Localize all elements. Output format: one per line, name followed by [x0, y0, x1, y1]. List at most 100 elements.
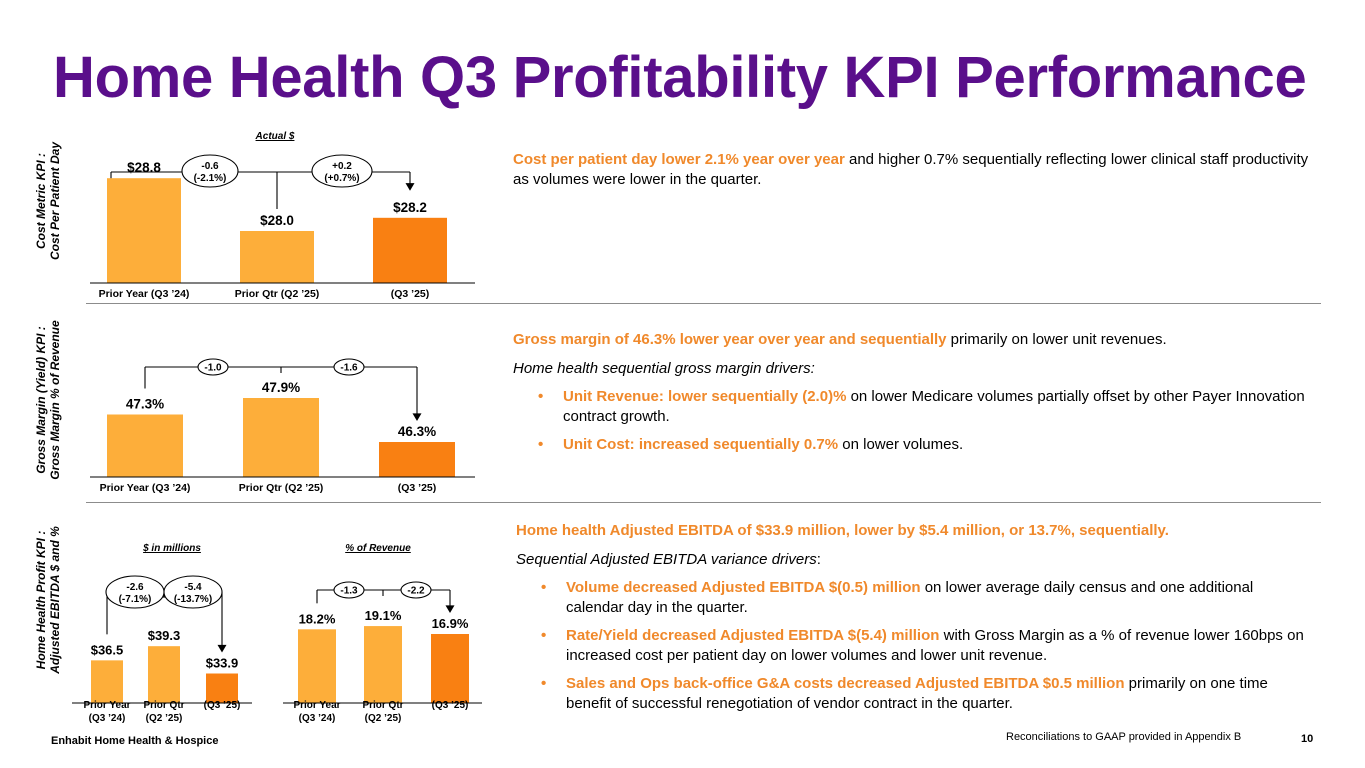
- ebitda-bar: [206, 673, 238, 703]
- ebitda-side-title: Home Health Profit KPI : Adjusted EBITDA …: [34, 526, 62, 675]
- ebitda-bullet-highlight: Volume decreased Adjusted EBITDA $(0.5) …: [566, 579, 921, 596]
- ebitda-bullet-highlight: Sales and Ops back-office G&A costs decr…: [566, 675, 1125, 692]
- cost-side-title: Cost Metric KPI : Cost Per Patient Day: [34, 141, 62, 260]
- ebitda_pct-bar: [431, 634, 469, 703]
- cost-body: and higher 0.7% sequentially reflecting …: [513, 151, 1309, 188]
- margin-bullet-highlight: Unit Cost: increased sequentially 0.7%: [563, 436, 839, 453]
- ebitda-bullet: • Volume decreased Adjusted EBITDA $(0.5)…: [516, 578, 1306, 617]
- margin-category-label: Prior Year (Q3 ’24): [100, 482, 191, 494]
- margin-bridge-oval: [333, 358, 365, 376]
- cost-highlight: Cost per patient day lower 2.1% year ove…: [513, 151, 845, 168]
- cost-category-label: Prior Year (Q3 ’24): [99, 288, 190, 300]
- ebitda-category-label: (Q3 ’25): [204, 700, 241, 711]
- margin-bar: [379, 442, 455, 477]
- cost-bar: [240, 231, 314, 283]
- ebitda_pct-bridge-arrow: [445, 605, 455, 613]
- cost-bar: [373, 217, 447, 283]
- margin-subheading: Home health sequential gross margin driv…: [513, 359, 815, 377]
- ebitda_pct-category-label: (Q3 ’25): [432, 700, 469, 711]
- cost-bridge-delta: -0.6: [201, 161, 219, 172]
- margin-commentary: Gross margin of 46.3% lower year over ye…: [513, 330, 1313, 464]
- ebitda_pct-value-label: 16.9%: [432, 616, 469, 631]
- ebitda-side-title-line: Home Health Profit KPI :: [34, 531, 48, 670]
- ebitda_pct-bridge-delta: -1.3: [340, 586, 358, 597]
- cost-header: Actual $: [255, 131, 295, 142]
- margin-bridge-oval: [197, 358, 229, 376]
- ebitda-category-label: Prior Qtr: [143, 700, 184, 711]
- ebitda-bullet-body: primarily on one time benefit of success…: [566, 675, 1268, 712]
- ebitda_pct-category-label: Prior Qtr: [362, 700, 403, 711]
- ebitda-subheading-colon: :: [816, 550, 821, 568]
- margin-side-title-line: Gross Margin (Yield) KPI :: [34, 326, 48, 474]
- ebitda-bridge-delta: -5.4: [184, 582, 202, 593]
- ebitda-bridge-delta: -2.6: [126, 582, 144, 593]
- ebitda-value-label: $36.5: [91, 642, 124, 657]
- margin-bullet-highlight: Unit Revenue: lower sequentially (2.0)%: [563, 388, 847, 405]
- margin-value-label: 46.3%: [398, 424, 436, 439]
- margin-bar: [243, 398, 319, 477]
- bullet-dot: •: [538, 388, 544, 405]
- cost-bridge-arrow: [405, 183, 415, 191]
- margin-side-title: Gross Margin (Yield) KPI : Gross Margin %…: [34, 320, 62, 480]
- page-number: 10: [1301, 733, 1314, 745]
- ebitda-bullet: • Sales and Ops back-office G&A costs dec…: [516, 674, 1306, 713]
- ebitda-bridge-oval: [163, 575, 223, 609]
- bullet-dot: •: [541, 675, 547, 692]
- ebitda_pct-bar: [298, 629, 336, 703]
- ebitda-side-title-line: Adjusted EBITDA $ and %: [48, 526, 62, 675]
- cost-value-label: $28.2: [393, 200, 427, 215]
- margin-highlight: Gross margin of 46.3% lower year over ye…: [513, 331, 947, 348]
- ebitda-category-label: (Q3 ’24): [89, 713, 126, 724]
- bullet-dot: •: [541, 627, 547, 644]
- cost-value-label: $28.0: [260, 213, 294, 228]
- gaap-note: Reconciliations to GAAP provided in Appe…: [1006, 731, 1242, 743]
- company-name: Enhabit Home Health & Hospice: [51, 735, 219, 747]
- cost-category-label: (Q3 ’25): [391, 288, 430, 300]
- ebitda-bullet-body: on lower average daily census and one ad…: [566, 579, 1254, 616]
- margin-value-label: 47.9%: [262, 380, 300, 395]
- ebitda_pct-value-label: 19.1%: [365, 608, 402, 623]
- cost-bridge-oval: [181, 154, 239, 188]
- margin-bar: [107, 414, 183, 477]
- ebitda-value-label: $39.3: [148, 628, 181, 643]
- ebitda-bar: [148, 646, 180, 703]
- ebitda-highlight: Home health Adjusted EBITDA of $33.9 mil…: [516, 522, 1169, 539]
- ebitda_pct-bridge-oval: [333, 581, 365, 599]
- margin-category-label: (Q3 ’25): [398, 482, 437, 494]
- ebitda-value-label: $33.9: [206, 656, 239, 671]
- ebitda_pct-value-label: 18.2%: [299, 611, 336, 626]
- margin-bridge-delta: -1.6: [340, 363, 358, 374]
- bullet-dot: •: [541, 579, 547, 596]
- ebitda-subheading: Sequential Adjusted EBITDA variance driv…: [516, 550, 817, 568]
- cost-bar: [107, 178, 181, 283]
- ebitda-bridge-arrow: [217, 644, 227, 653]
- ebitda_pct-bar: [364, 626, 402, 703]
- cost-side-title-line: Cost Per Patient Day: [48, 141, 62, 260]
- ebitda_pct-header: % of Revenue: [345, 543, 411, 554]
- cost-bridge-oval: [311, 154, 373, 188]
- ebitda-bridge-pct: (-13.7%): [174, 594, 212, 605]
- ebitda_pct-category-label: Prior Year: [293, 700, 340, 711]
- ebitda-bar: [91, 660, 123, 703]
- margin-bullet-body: on lower Medicare volumes partially offs…: [563, 388, 1305, 425]
- ebitda-bullet-highlight: Rate/Yield decreased Adjusted EBITDA $(5…: [566, 627, 940, 644]
- ebitda-bullet-body: with Gross Margin as a % of revenue lowe…: [566, 627, 1304, 664]
- cost-bridge-pct: (+0.7%): [324, 173, 359, 184]
- ebitda-bridge-pct: (-7.1%): [119, 594, 152, 605]
- margin-body: primarily on lower unit revenues.: [946, 331, 1167, 348]
- margin-bridge-delta: -1.0: [204, 363, 222, 374]
- ebitda-commentary: Home health Adjusted EBITDA of $33.9 mil…: [516, 521, 1306, 722]
- margin-bullet: • Unit Cost: increased sequentially 0.7% …: [513, 435, 1313, 455]
- ebitda_pct-category-label: (Q3 ’24): [299, 713, 336, 724]
- bullet-dot: •: [538, 436, 544, 453]
- section-divider-1: [86, 303, 1321, 304]
- margin-side-title-line: Gross Margin % of Revenue: [48, 320, 62, 480]
- ebitda-category-label: (Q2 ’25): [146, 713, 183, 724]
- section-divider-2: [86, 502, 1321, 503]
- ebitda_pct-bridge-oval: [400, 581, 432, 599]
- margin-value-label: 47.3%: [126, 397, 164, 412]
- ebitda_pct-category-label: (Q2 ’25): [365, 713, 402, 724]
- ebitda-bullet: • Rate/Yield decreased Adjusted EBITDA $(…: [516, 626, 1306, 665]
- ebitda-header: $ in millions: [142, 543, 201, 554]
